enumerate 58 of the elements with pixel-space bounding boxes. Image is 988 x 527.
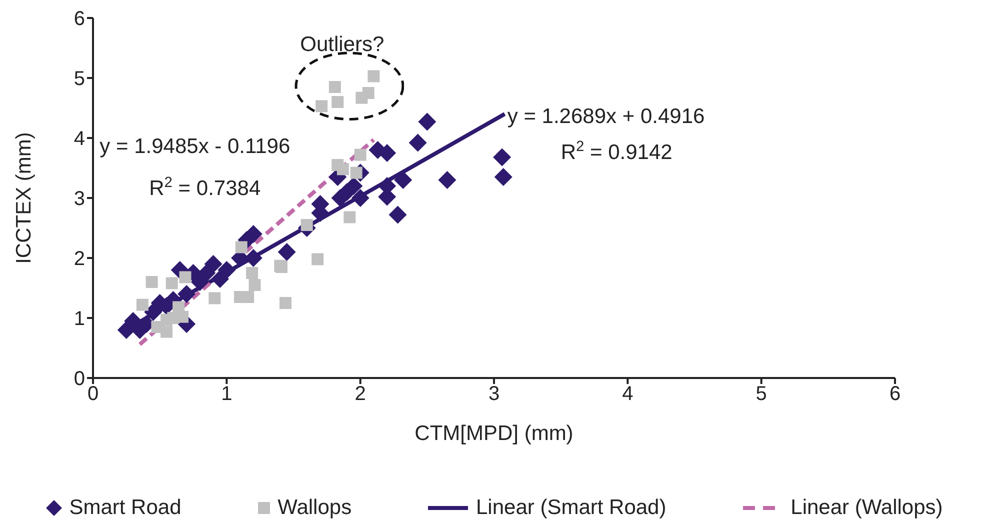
point	[354, 148, 366, 161]
point	[204, 255, 222, 273]
x-axis-title: CTM[MPD] (mm)	[414, 422, 574, 445]
y-tick-label: 6	[74, 8, 85, 30]
point	[190, 273, 209, 291]
point	[394, 171, 412, 189]
point	[248, 279, 261, 291]
point	[362, 87, 374, 99]
y-tick-label: 4	[74, 128, 85, 150]
x-tick-label: 2	[354, 383, 366, 406]
point	[300, 219, 313, 231]
legend-label: Linear (Wallops)	[790, 496, 943, 520]
y-tick-label: 3	[74, 188, 85, 210]
point	[166, 277, 178, 290]
point	[350, 166, 362, 179]
x-tick-label: 5	[756, 383, 767, 406]
point	[278, 243, 296, 261]
point	[246, 267, 258, 279]
y-tick-label: 0	[74, 368, 85, 390]
point	[351, 189, 370, 207]
point	[344, 211, 356, 224]
point	[388, 206, 407, 224]
point	[312, 253, 324, 266]
point	[160, 326, 173, 338]
point	[408, 134, 427, 152]
point	[279, 297, 292, 309]
y-tick-label: 5	[74, 68, 85, 90]
annotation: y = 1.2689x + 0.4916	[507, 105, 705, 128]
legend-label: Linear (Smart Road)	[476, 496, 666, 520]
point	[179, 271, 192, 284]
point	[178, 285, 196, 303]
point	[438, 171, 456, 189]
point	[368, 70, 380, 82]
x-tick-label: 3	[488, 383, 500, 406]
x-tick-label: 6	[889, 383, 901, 406]
x-tick-label: 4	[622, 383, 634, 406]
point	[235, 241, 248, 254]
point	[210, 270, 229, 288]
annotation: R$^{2}$ = 0.7384	[149, 175, 261, 200]
y-tick-label: 2	[74, 248, 85, 270]
y-axis-title: ICCTEX (mm)	[12, 132, 36, 264]
legend-label: Smart Road	[69, 496, 182, 520]
point	[136, 298, 148, 311]
x-tick-label: 1	[221, 383, 232, 406]
point	[218, 261, 236, 279]
legend-label: Wallops	[278, 496, 352, 520]
point	[418, 112, 436, 131]
point	[208, 292, 221, 304]
point	[493, 148, 512, 166]
point	[328, 81, 341, 93]
y-tick-label: 1	[74, 308, 85, 330]
point	[332, 96, 344, 108]
point	[494, 168, 512, 186]
annotation: Outliers?	[300, 33, 384, 56]
point	[316, 100, 328, 112]
point	[146, 276, 158, 288]
annotation: y = 1.9485x - 0.1196	[100, 135, 290, 158]
annotation: R$^{2}$ = 0.9142	[560, 139, 672, 164]
